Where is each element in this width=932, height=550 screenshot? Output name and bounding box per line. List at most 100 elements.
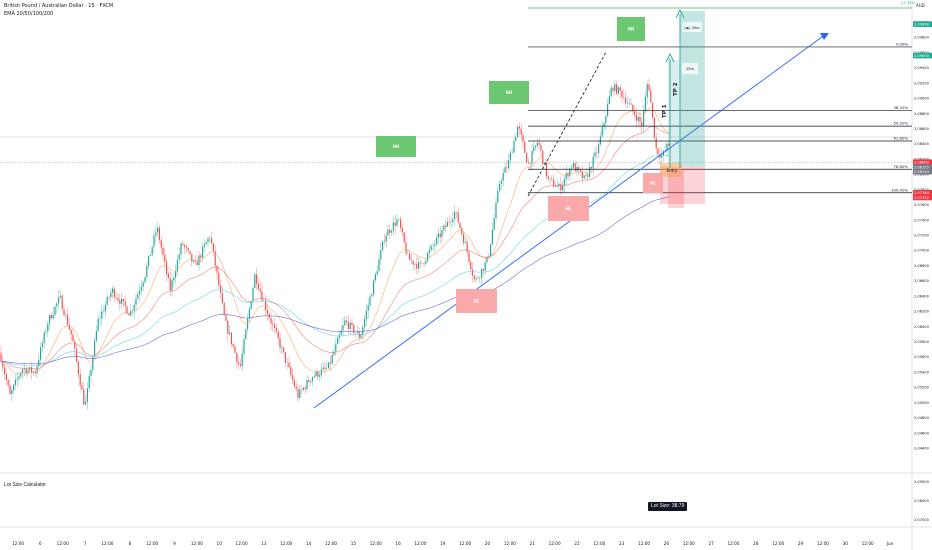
candle-body [94,340,96,357]
candle-body [497,190,499,203]
candle-body [457,212,459,223]
y-tick-label: 2.04800 [914,416,930,420]
candle-body [641,121,643,127]
tp1-label: TP 1 [662,104,668,118]
candle-body [385,235,387,242]
x-tick-label: 19 [440,541,446,546]
hh-box-label: HH [393,144,400,149]
candle-body [371,294,373,297]
candle-body [270,318,272,324]
candle-body [648,84,650,91]
candle-body [619,87,621,92]
x-tick-label: 12:00 [683,541,695,546]
candle-body [544,162,546,165]
hh-box-label: HH [506,90,513,95]
y-tick-label: 2.07000 [914,249,930,253]
candle-body [491,229,493,245]
candle-body [0,352,2,362]
candle-body [79,374,81,386]
candle-body [486,256,488,263]
candle-body [347,321,349,330]
candle-body [317,371,319,377]
candle-body [517,126,519,137]
candle-body [308,380,310,383]
x-tick-label: 12:00 [12,541,24,546]
long-profit-zone [680,11,705,166]
candle-body [268,314,270,319]
candle-body [466,241,468,253]
x-tick-label: 28 [753,541,759,546]
entry-zone [660,163,682,177]
y-tick-label: 2.08800 [914,112,930,116]
ema-line-200 [1,196,669,365]
indicator-legend[interactable]: EMA 20/50/100/200 [4,11,54,17]
price-tag [913,164,932,170]
candle-body [7,379,9,386]
candle-body [419,262,421,263]
y-tick-label: 2.06000 [914,325,930,329]
candle-body [468,252,470,262]
candle-body [662,150,664,156]
candle-body [580,169,582,172]
candle-body [612,87,614,92]
candle-body [567,173,569,177]
candle-body [58,297,60,304]
x-tick-label: 12:00 [146,541,158,546]
candle-body [351,322,353,325]
candle-body [18,376,20,379]
hh-box [376,136,416,157]
candle-body [455,211,457,213]
candle-body [88,375,90,389]
lot-pane-y-tick: 2.07000 [914,518,930,522]
candle-body [331,354,333,364]
candle-body [605,116,607,124]
candle-body [401,227,403,233]
candle-body [392,222,394,231]
y-tick-label: 2.09000 [914,97,930,101]
candle-body [349,322,351,330]
candle-body [59,295,61,298]
x-tick-label: 15 [351,541,357,546]
candle-body [434,244,436,246]
tp2-label: TP 2 [673,82,679,96]
candle-body [290,367,292,375]
candle-body [265,300,267,311]
candle-body [657,148,659,155]
x-tick-label: 26 [664,541,670,546]
candle-body [479,277,481,279]
candle-body [279,338,281,348]
candle-body [70,329,72,335]
timer-15m-box [682,63,698,74]
candle-body [232,344,234,347]
candle-body [243,339,245,354]
candle-body [522,134,524,143]
candle-body [86,388,88,403]
candle-body [574,163,576,172]
candle-body [259,288,261,292]
candle-body [5,374,7,380]
candle-body [572,163,574,168]
candle-body [601,126,603,137]
candle-body [378,259,380,272]
candle-body [610,87,612,97]
hh-box-label: HH [628,27,635,32]
candle-body [562,185,564,191]
candle-body [450,221,452,223]
candle-body [20,372,22,377]
y-tick-label: 2.05800 [914,340,930,344]
trend-arrow-head [820,33,829,40]
candle-body [387,229,389,236]
candle-body [328,362,330,369]
candles-group [0,78,670,410]
x-tick-label: 8 [128,541,131,546]
candle-body [337,337,339,345]
candle-body [283,347,285,353]
candle-body [236,352,238,363]
x-tick-label: 12:00 [325,541,337,546]
candle-body [189,250,191,254]
candle-body [211,237,213,244]
long-profit-zone-2 [668,60,680,165]
